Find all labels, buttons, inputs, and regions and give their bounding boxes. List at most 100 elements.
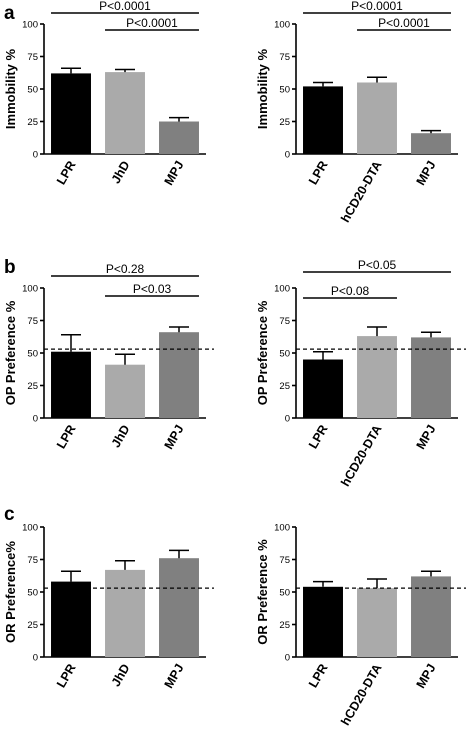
y-tick-label: 100 xyxy=(22,284,38,295)
y-tick-label: 0 xyxy=(285,414,290,425)
category-label: JhD xyxy=(109,423,133,450)
category-label: MPJ xyxy=(414,422,439,451)
panel-letter-b: b xyxy=(4,257,16,278)
category-label: LPR xyxy=(54,662,79,691)
error-bar xyxy=(313,580,333,587)
y-tick-label: 75 xyxy=(279,52,290,63)
bar-hcd20-dta xyxy=(357,82,397,154)
bar-lpr xyxy=(51,351,91,418)
error-bar xyxy=(421,129,441,134)
bar-mpj xyxy=(411,576,451,657)
category-label: MPJ xyxy=(162,661,187,690)
category-label: hCD20-DTA xyxy=(338,662,384,728)
bar-lpr xyxy=(303,586,343,657)
y-tick-label: 50 xyxy=(279,588,290,599)
category-label: JhD xyxy=(109,159,133,186)
y-tick-label: 75 xyxy=(279,316,290,327)
y-tick-label: 100 xyxy=(274,523,290,534)
panel-letter-c: c xyxy=(4,504,15,525)
error-bar xyxy=(61,67,81,74)
significance-label: P<0.03 xyxy=(133,282,172,296)
significance-label: P<0.0001 xyxy=(378,16,430,30)
chart-2: 0 25 50 75 100 OP Preference % LPR JhD MPJ P<0.28… xyxy=(3,262,214,452)
chart-4: 0 25 50 75 100 OR Preference% LPR JhD MPJ xyxy=(3,523,214,691)
y-axis-label: OR Preference% xyxy=(3,541,18,643)
y-axis-label: OP Preference % xyxy=(255,300,270,405)
y-axis-label: OR Preference % xyxy=(255,539,270,645)
significance-label: P<0.0001 xyxy=(126,16,178,30)
category-label: LPR xyxy=(306,159,331,188)
y-tick-label: 50 xyxy=(27,85,38,96)
y-tick-label: 25 xyxy=(279,381,290,392)
y-tick-label: 25 xyxy=(279,620,290,631)
error-bar xyxy=(115,353,135,365)
significance-label: P<0.0001 xyxy=(99,0,151,13)
error-bar xyxy=(169,116,189,122)
error-bar xyxy=(367,326,387,337)
chart-0: 0 25 50 75 100 Immobility % LPR JhD MPJ P<0.0001 P… xyxy=(3,0,206,188)
y-tick-label: 50 xyxy=(27,349,38,360)
error-bar xyxy=(115,68,135,73)
y-tick-label: 0 xyxy=(33,150,38,161)
category-label: LPR xyxy=(54,423,79,452)
y-tick-label: 25 xyxy=(27,620,38,631)
category-label: hCD20-DTA xyxy=(338,423,384,489)
y-axis-label: OP Preference % xyxy=(3,300,18,405)
y-tick-label: 50 xyxy=(27,588,38,599)
category-label: JhD xyxy=(109,662,133,689)
y-tick-label: 75 xyxy=(27,555,38,566)
category-label: LPR xyxy=(306,662,331,691)
y-tick-label: 100 xyxy=(274,20,290,31)
panel-letter-a: a xyxy=(4,3,15,24)
y-tick-label: 75 xyxy=(27,52,38,63)
bar-mpj xyxy=(411,337,451,418)
y-tick-label: 100 xyxy=(22,20,38,31)
bar-hcd20-dta xyxy=(357,588,397,657)
bar-jhd xyxy=(105,72,145,154)
category-label: MPJ xyxy=(414,158,439,187)
bar-jhd xyxy=(105,569,145,657)
y-tick-label: 0 xyxy=(33,653,38,664)
y-tick-label: 25 xyxy=(279,117,290,128)
bar-lpr xyxy=(303,359,343,418)
error-bar xyxy=(169,326,189,333)
error-bar xyxy=(61,570,81,582)
charts-container: 0 25 50 75 100 Immobility % LPR JhD MPJ P<0.0001 P… xyxy=(3,0,466,728)
error-bar xyxy=(421,331,441,338)
category-label: LPR xyxy=(54,159,79,188)
bar-lpr xyxy=(303,86,343,154)
bar-lpr xyxy=(51,581,91,657)
error-bar xyxy=(367,76,387,83)
y-tick-label: 75 xyxy=(279,555,290,566)
category-label: MPJ xyxy=(162,158,187,187)
y-tick-label: 25 xyxy=(27,381,38,392)
y-tick-label: 75 xyxy=(27,316,38,327)
category-label: MPJ xyxy=(414,661,439,690)
bar-mpj xyxy=(159,121,199,154)
y-axis-label: Immobility % xyxy=(3,48,18,129)
error-bar xyxy=(367,578,387,589)
chart-1: 0 25 50 75 100 Immobility % LPR hCD20-DTA MPJ P<0… xyxy=(255,0,458,225)
category-label: LPR xyxy=(306,423,331,452)
y-tick-label: 100 xyxy=(274,284,290,295)
significance-label: P<0.08 xyxy=(331,284,370,298)
significance-label: P<0.28 xyxy=(106,262,145,276)
error-bar xyxy=(169,549,189,559)
error-bar xyxy=(313,81,333,87)
error-bar xyxy=(115,560,135,570)
significance-label: P<0.05 xyxy=(358,258,397,272)
bar-lpr xyxy=(51,73,91,154)
category-label: MPJ xyxy=(162,422,187,451)
bar-mpj xyxy=(159,558,199,657)
y-axis-label: Immobility % xyxy=(255,48,270,129)
category-label: hCD20-DTA xyxy=(338,159,384,225)
y-tick-label: 0 xyxy=(285,150,290,161)
error-bar xyxy=(61,334,81,352)
bar-jhd xyxy=(105,364,145,418)
chart-5: 0 25 50 75 100 OR Preference % LPR hCD20-DTA MPJ xyxy=(255,523,466,728)
significance-label: P<0.0001 xyxy=(351,0,403,13)
y-tick-label: 25 xyxy=(27,117,38,128)
bar-hcd20-dta xyxy=(357,336,397,418)
bar-mpj xyxy=(411,133,451,154)
